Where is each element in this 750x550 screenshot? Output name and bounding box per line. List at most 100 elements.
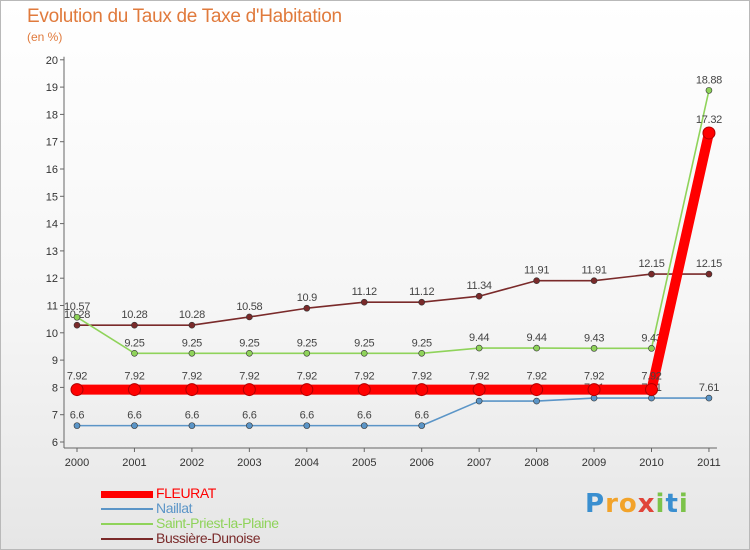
- x-tick-label: 2009: [582, 457, 606, 469]
- data-point: [357, 383, 371, 397]
- logo-letter: x: [637, 489, 656, 519]
- logo-letter: P: [585, 489, 606, 519]
- data-point: [73, 321, 81, 329]
- data-point: [533, 397, 540, 405]
- data-label: 10.28: [179, 309, 205, 321]
- data-label: 7.92: [526, 371, 546, 383]
- legend-swatch-bussiere-dunoise: [101, 538, 153, 540]
- data-point: [131, 349, 138, 357]
- series-line-fleurat: [72, 127, 714, 395]
- y-tick-label: 6: [52, 437, 58, 449]
- y-tick-label: 8: [52, 382, 58, 394]
- data-point: [127, 383, 141, 397]
- y-tick-label: 16: [46, 164, 58, 176]
- data-point: [242, 383, 256, 397]
- data-label: 9.44: [526, 332, 546, 344]
- data-point: [705, 394, 713, 402]
- data-point: [360, 422, 368, 429]
- y-tick-label: 17: [46, 137, 58, 149]
- data-label: 11.91: [581, 265, 606, 277]
- data-label: 12.15: [638, 258, 664, 270]
- data-point: [70, 383, 84, 397]
- data-label: 7.92: [124, 371, 144, 383]
- legend-swatch-naillat: [101, 508, 153, 510]
- data-point: [418, 298, 426, 306]
- logo-letter: i: [655, 489, 666, 519]
- data-point: [648, 270, 655, 278]
- logo-letter: i: [678, 489, 689, 519]
- data-label: 6.6: [357, 410, 372, 422]
- y-tick-label: 19: [46, 82, 58, 94]
- y-tick-label: 9: [52, 355, 58, 367]
- x-tick-label: 2007: [467, 457, 491, 469]
- x-tick-label: 2005: [352, 457, 376, 469]
- x-tick-label: 2006: [409, 457, 433, 469]
- legend-label-naillat: Naillat: [156, 500, 193, 516]
- y-tick-label: 14: [46, 219, 58, 231]
- chart-title: Evolution du Taux de Taxe d'Habitation: [27, 6, 342, 27]
- x-tick-label: 2008: [524, 457, 548, 469]
- data-point: [702, 126, 716, 140]
- legend-label-fleurat: FLEURAT: [156, 485, 216, 501]
- data-point: [360, 298, 368, 306]
- logo-letter: t: [665, 489, 679, 519]
- data-label: 9.25: [354, 337, 374, 349]
- data-point: [360, 349, 368, 357]
- data-label: 7.92: [297, 371, 317, 383]
- series-line-naillat: [76, 397, 710, 427]
- legend-swatch-fleurat: [101, 490, 153, 498]
- data-label: 10.57: [64, 301, 90, 313]
- data-label: 6.6: [242, 410, 257, 422]
- data-label: 7.92: [412, 371, 432, 383]
- data-point: [472, 383, 486, 397]
- data-point: [303, 304, 311, 312]
- data-point: [131, 321, 138, 329]
- data-point: [303, 422, 311, 429]
- data-label: 7.61: [699, 382, 719, 394]
- data-label: 9.43: [641, 332, 661, 344]
- data-label: 11.91: [524, 265, 549, 277]
- y-tick-label: 11: [47, 301, 58, 313]
- data-point: [246, 422, 253, 429]
- data-label: 7.92: [584, 371, 604, 383]
- data-label: 9.25: [412, 337, 432, 349]
- logo-letter: r: [605, 489, 619, 519]
- legend-label-saint-priest-la-plaine: Saint-Priest-la-Plaine: [156, 515, 279, 531]
- data-point: [590, 277, 598, 284]
- series-line-saint-priest-la-plaine: [76, 89, 710, 355]
- data-label: 7.92: [182, 371, 202, 383]
- data-label: 11.12: [352, 286, 377, 298]
- x-tick-label: 2011: [697, 457, 721, 469]
- data-label: 9.25: [239, 337, 259, 349]
- data-label: 7.92: [67, 371, 87, 383]
- x-tick-label: 2002: [180, 457, 204, 469]
- data-label: 6.6: [300, 410, 315, 422]
- x-tick-label: 2000: [65, 457, 89, 469]
- series-line-bussiere-dunoise: [76, 273, 710, 326]
- data-label: 11.34: [467, 280, 492, 292]
- data-point: [645, 383, 658, 397]
- data-point: [705, 270, 713, 278]
- legend-swatch-saint-priest-la-plaine: [101, 523, 153, 525]
- logo-letter: o: [618, 489, 638, 519]
- y-tick-label: 10: [46, 328, 58, 340]
- data-point: [475, 344, 483, 352]
- data-point: [418, 349, 426, 357]
- data-point: [475, 292, 483, 300]
- data-label: 9.43: [584, 332, 604, 344]
- data-point: [73, 313, 81, 321]
- data-label: 7.92: [354, 371, 374, 383]
- data-point: [246, 349, 253, 357]
- data-label: 7.92: [239, 371, 259, 383]
- proxiti-logo: Proxiti: [585, 489, 689, 519]
- data-point: [246, 313, 253, 321]
- data-point: [530, 383, 544, 397]
- data-label: 9.25: [182, 337, 202, 349]
- data-point: [475, 397, 483, 405]
- data-label: 17.32: [696, 114, 722, 126]
- data-point: [300, 383, 314, 397]
- data-label: 9.44: [469, 332, 489, 344]
- data-point: [415, 383, 429, 397]
- y-tick-label: 7: [52, 410, 58, 422]
